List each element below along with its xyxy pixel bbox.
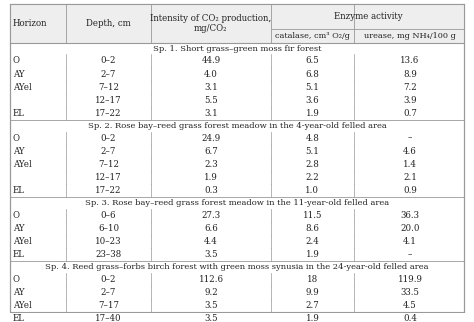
Text: 27.3: 27.3: [201, 211, 220, 220]
Text: 0–2: 0–2: [101, 134, 116, 143]
Text: 0.9: 0.9: [403, 186, 417, 195]
Text: 7–17: 7–17: [98, 301, 119, 310]
Text: Depth, cm: Depth, cm: [86, 19, 131, 28]
Text: AYel: AYel: [13, 237, 32, 246]
Text: 4.4: 4.4: [204, 237, 218, 246]
Text: O: O: [13, 134, 20, 143]
Text: 18: 18: [307, 275, 318, 284]
Text: 6–10: 6–10: [98, 224, 119, 233]
Text: 9.9: 9.9: [305, 288, 319, 297]
Text: Intensity of CO₂ production,
mg/CO₂: Intensity of CO₂ production, mg/CO₂: [150, 14, 272, 33]
Text: 2–7: 2–7: [101, 147, 116, 156]
Text: 6.5: 6.5: [305, 56, 319, 65]
Text: 1.9: 1.9: [305, 314, 319, 322]
Text: 2.2: 2.2: [305, 173, 319, 182]
Text: AY: AY: [13, 70, 25, 79]
Text: 2–7: 2–7: [101, 70, 116, 79]
Text: AYel: AYel: [13, 160, 32, 169]
Text: 0.4: 0.4: [403, 314, 417, 322]
Text: EL: EL: [13, 314, 25, 322]
Text: 36.3: 36.3: [401, 211, 419, 220]
Text: 23–38: 23–38: [95, 250, 122, 259]
Bar: [10, 4, 464, 43]
Text: 8.6: 8.6: [305, 224, 319, 233]
Text: urease, mg NH₄/100 g: urease, mg NH₄/100 g: [364, 32, 456, 40]
Text: 1.9: 1.9: [305, 250, 319, 259]
Text: 4.6: 4.6: [403, 147, 417, 156]
Text: 7.2: 7.2: [403, 83, 417, 92]
Text: 9.2: 9.2: [204, 288, 218, 297]
Text: 4.0: 4.0: [204, 70, 218, 79]
Text: 44.9: 44.9: [201, 56, 220, 65]
Text: 0–6: 0–6: [101, 211, 116, 220]
Text: Sp. 3. Rose bay–reed grass forest meadow in the 11-year-old felled area: Sp. 3. Rose bay–reed grass forest meadow…: [85, 199, 389, 207]
Text: 8.9: 8.9: [403, 70, 417, 79]
Text: 0–2: 0–2: [101, 275, 116, 284]
Text: AYel: AYel: [13, 301, 32, 310]
Text: 2.7: 2.7: [305, 301, 319, 310]
Text: 1.9: 1.9: [305, 109, 319, 118]
Text: 3.6: 3.6: [306, 96, 319, 105]
Text: 13.6: 13.6: [400, 56, 419, 65]
Text: 3.1: 3.1: [204, 109, 218, 118]
Text: 6.7: 6.7: [204, 147, 218, 156]
Text: 5.5: 5.5: [204, 96, 218, 105]
Text: 11.5: 11.5: [302, 211, 322, 220]
Text: 5.1: 5.1: [305, 147, 319, 156]
Text: 0.7: 0.7: [403, 109, 417, 118]
Text: EL: EL: [13, 109, 25, 118]
Text: O: O: [13, 56, 20, 65]
Text: 6.6: 6.6: [204, 224, 218, 233]
Text: 4.8: 4.8: [305, 134, 319, 143]
Text: 2.3: 2.3: [204, 160, 218, 169]
Text: EL: EL: [13, 250, 25, 259]
Text: 3.5: 3.5: [204, 314, 218, 322]
Text: 24.9: 24.9: [201, 134, 220, 143]
Text: 3.5: 3.5: [204, 250, 218, 259]
Text: 17–22: 17–22: [95, 109, 122, 118]
Text: 7–12: 7–12: [98, 83, 119, 92]
Text: 119.9: 119.9: [397, 275, 422, 284]
Text: 12–17: 12–17: [95, 173, 122, 182]
Text: Enzyme activity: Enzyme activity: [334, 12, 403, 21]
Text: 5.1: 5.1: [305, 83, 319, 92]
Text: 4.1: 4.1: [403, 237, 417, 246]
Text: 12–17: 12–17: [95, 96, 122, 105]
Text: 17–22: 17–22: [95, 186, 122, 195]
Text: 3.1: 3.1: [204, 83, 218, 92]
Text: AY: AY: [13, 224, 25, 233]
Text: 2.4: 2.4: [305, 237, 319, 246]
Text: Sp. 1. Short grass–green moss fir forest: Sp. 1. Short grass–green moss fir forest: [153, 44, 321, 52]
Text: AY: AY: [13, 288, 25, 297]
Text: 0.3: 0.3: [204, 186, 218, 195]
Text: 1.9: 1.9: [204, 173, 218, 182]
Text: AY: AY: [13, 147, 25, 156]
Text: 2.8: 2.8: [305, 160, 319, 169]
Text: –: –: [408, 250, 412, 259]
Text: 2.1: 2.1: [403, 173, 417, 182]
Text: –: –: [408, 134, 412, 143]
Text: AYel: AYel: [13, 83, 32, 92]
Text: 17–40: 17–40: [95, 314, 122, 322]
Text: 3.5: 3.5: [204, 301, 218, 310]
Text: Sp. 2. Rose bay–reed grass forest meadow in the 4-year-old felled area: Sp. 2. Rose bay–reed grass forest meadow…: [88, 122, 386, 130]
Text: 2–7: 2–7: [101, 288, 116, 297]
Text: 1.0: 1.0: [305, 186, 319, 195]
Text: EL: EL: [13, 186, 25, 195]
Text: 7–12: 7–12: [98, 160, 119, 169]
Text: 112.6: 112.6: [199, 275, 223, 284]
Text: 1.4: 1.4: [403, 160, 417, 169]
Text: Horizon: Horizon: [13, 19, 47, 28]
Text: Sp. 4. Reed grass–forbs birch forest with green moss synusia in the 24-year-old : Sp. 4. Reed grass–forbs birch forest wit…: [45, 263, 429, 271]
Text: 20.0: 20.0: [400, 224, 419, 233]
Text: 10–23: 10–23: [95, 237, 122, 246]
Text: 4.5: 4.5: [403, 301, 417, 310]
Text: 6.8: 6.8: [305, 70, 319, 79]
Text: catalase, cm³ O₂/g: catalase, cm³ O₂/g: [275, 32, 350, 40]
Text: O: O: [13, 275, 20, 284]
Text: 0–2: 0–2: [101, 56, 116, 65]
Text: O: O: [13, 211, 20, 220]
Text: 3.9: 3.9: [403, 96, 417, 105]
Text: 33.5: 33.5: [401, 288, 419, 297]
